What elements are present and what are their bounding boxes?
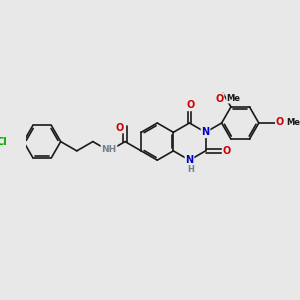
Text: NH: NH [101,145,117,154]
Text: O: O [116,123,124,133]
Text: O: O [276,117,284,127]
Text: Me: Me [286,118,300,127]
Text: N: N [185,155,194,165]
Text: O: O [223,146,231,156]
Text: H: H [187,164,194,173]
Text: Cl: Cl [0,136,7,147]
Text: O: O [186,100,194,110]
Text: Me: Me [226,94,241,103]
Text: N: N [202,127,210,137]
Text: O: O [215,94,223,103]
